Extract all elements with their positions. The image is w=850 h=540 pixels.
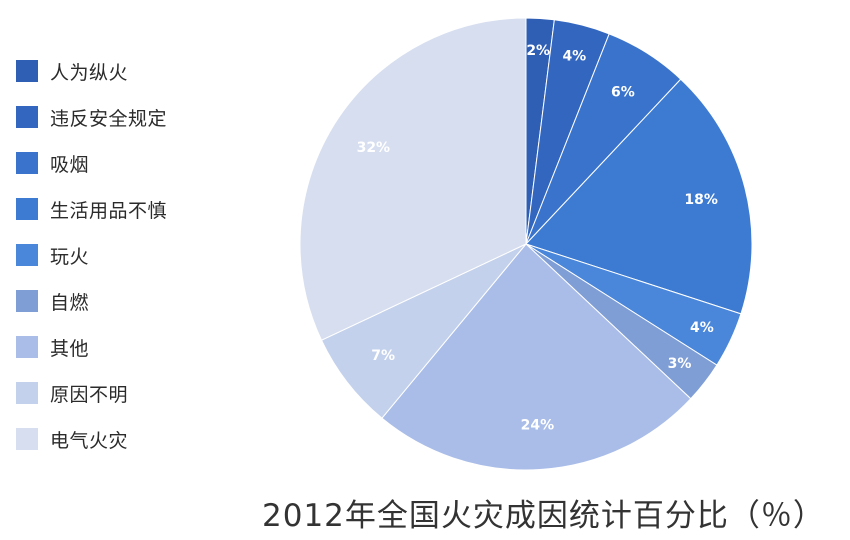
legend-label: 电气火灾 xyxy=(50,429,129,452)
legend-label: 人为纵火 xyxy=(50,61,129,84)
legend-swatch xyxy=(16,382,38,404)
pie-slice xyxy=(525,78,753,315)
legend-item: 其他 xyxy=(16,324,246,370)
legend-item: 违反安全规定 xyxy=(16,94,246,140)
legend-swatch xyxy=(16,244,38,266)
pie-slice xyxy=(381,243,692,471)
legend-label: 违反安全规定 xyxy=(50,107,168,130)
legend-item: 人为纵火 xyxy=(16,48,246,94)
legend-item: 自燃 xyxy=(16,278,246,324)
slice-label: 7% xyxy=(371,348,395,364)
legend-item: 生活用品不慎 xyxy=(16,186,246,232)
legend-label: 原因不明 xyxy=(50,383,129,406)
legend-swatch xyxy=(16,198,38,220)
slice-label: 6% xyxy=(611,84,635,100)
pie-chart: 2% 4% 6% 18% 4% 3% 24% 7% 32% xyxy=(299,17,753,471)
legend-label: 其他 xyxy=(50,337,90,360)
legend-swatch xyxy=(16,106,38,128)
legend-swatch xyxy=(16,60,38,82)
chart-legend: 人为纵火违反安全规定 吸烟生活用品不慎 玩火自燃其他原因不明电气火灾 xyxy=(16,48,246,462)
legend-item: 原因不明 xyxy=(16,370,246,416)
legend-label: 玩火 xyxy=(50,245,90,268)
chart-title: 2012年全国火灾成因统计百分比（％） xyxy=(262,498,825,534)
legend-label: 吸烟 xyxy=(50,153,90,176)
legend-swatch xyxy=(16,428,38,450)
legend-swatch xyxy=(16,152,38,174)
legend-item: 吸烟 xyxy=(16,140,246,186)
slice-label: 18% xyxy=(684,192,718,208)
legend-swatch xyxy=(16,290,38,312)
legend-swatch xyxy=(16,336,38,358)
legend-item: 玩火 xyxy=(16,232,246,278)
legend-label: 自燃 xyxy=(50,291,90,314)
legend-item: 电气火灾 xyxy=(16,416,246,462)
slice-label: 3% xyxy=(668,356,692,372)
slice-label: 4% xyxy=(562,49,586,65)
slice-label: 4% xyxy=(690,320,714,336)
legend-label: 生活用品不慎 xyxy=(50,199,168,222)
slice-label: 32% xyxy=(357,140,391,156)
slice-label: 24% xyxy=(521,417,555,433)
pie-slice xyxy=(299,17,527,341)
slice-label: 2% xyxy=(526,43,550,59)
